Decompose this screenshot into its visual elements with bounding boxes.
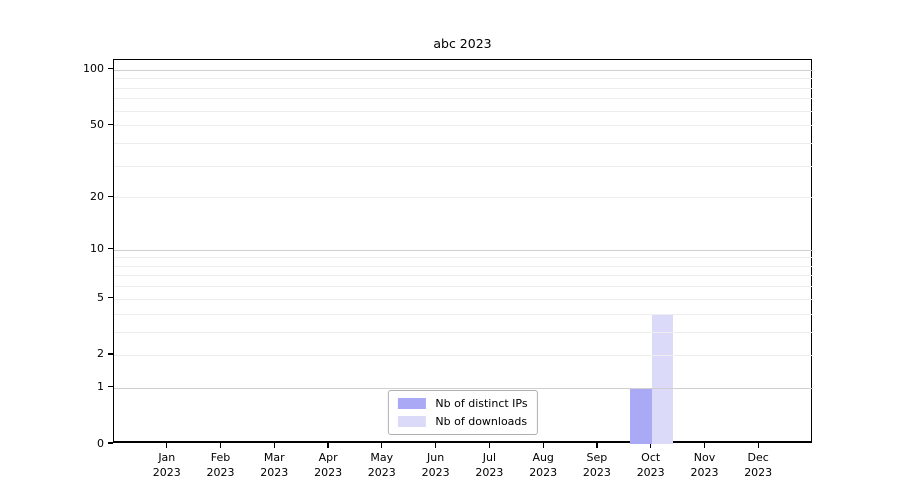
x-tick-mark [650,443,652,448]
gridline-minor [114,265,813,267]
chart-title: abc 2023 [433,36,492,51]
y-tick-mark [107,297,113,299]
x-tick-mark [166,443,168,448]
y-tick-label: 0 [97,436,104,450]
y-tick-mark [107,386,113,388]
x-tick-mark [327,443,329,448]
x-tick-mark [596,443,598,448]
gridline-minor [114,197,813,199]
legend-swatch [397,398,426,409]
y-tick-mark [107,353,113,355]
gridline-minor [114,165,813,167]
y-tick-label: 2 [97,347,104,361]
y-tick-mark [107,442,113,444]
y-tick-label: 100 [83,62,104,76]
x-tick-label: Sep 2023 [582,451,611,479]
gridline-minor [114,354,813,356]
x-tick-label: Jul 2023 [475,451,504,479]
x-tick-label: Aug 2023 [529,451,558,479]
x-tick-mark [488,443,491,448]
x-tick-label: Oct 2023 [636,451,665,479]
gridline-minor [114,110,813,112]
gridline-major [114,387,813,389]
x-tick-label: Jun 2023 [421,451,450,479]
legend-label: Nb of distinct IPs [435,397,528,410]
x-tick-mark [219,443,222,448]
gridline-major [114,249,813,251]
x-tick-mark [542,443,544,448]
plot-area: Nb of distinct IPs Nb of downloads [113,59,813,444]
gridline-minor [114,275,813,277]
gridline-minor [114,331,813,333]
bar-distinct-ips [630,387,652,444]
y-tick-label: 5 [97,291,104,305]
y-tick-mark [107,123,113,125]
gridline-minor [114,313,813,315]
x-tick-label: May 2023 [367,451,396,479]
x-tick-mark [381,443,383,448]
legend-swatch [397,416,426,427]
legend-label: Nb of downloads [435,415,528,428]
bar-downloads [651,313,674,444]
gridline-minor [114,257,813,259]
x-tick-label: Nov 2023 [690,451,719,479]
y-tick-label: 10 [90,242,104,256]
gridline-minor [114,87,813,89]
x-tick-label: Mar 2023 [260,451,289,479]
x-tick-mark [434,443,437,448]
gridline-minor [114,98,813,100]
gridline-minor [114,286,813,288]
legend-item: Nb of downloads [397,415,527,428]
y-tick-label: 50 [90,117,104,131]
x-tick-mark [273,443,275,448]
x-tick-mark [757,443,759,448]
x-tick-label: Apr 2023 [314,451,343,479]
legend: Nb of distinct IPs Nb of downloads [387,390,538,435]
y-tick-label: 1 [97,380,104,394]
x-tick-label: Dec 2023 [744,451,773,479]
y-tick-mark [107,247,113,250]
legend-item: Nb of distinct IPs [397,397,528,410]
x-tick-label: Feb 2023 [206,451,235,479]
gridline-minor [114,142,813,144]
y-tick-mark [107,195,113,197]
y-tick-label: 20 [90,189,104,203]
gridline-major [114,69,813,71]
gridline-minor [114,125,813,127]
x-tick-mark [703,443,706,448]
x-tick-label: Jan 2023 [152,451,181,479]
gridline-minor [114,78,813,80]
gridline-minor [114,298,813,300]
y-tick-mark [107,68,113,70]
